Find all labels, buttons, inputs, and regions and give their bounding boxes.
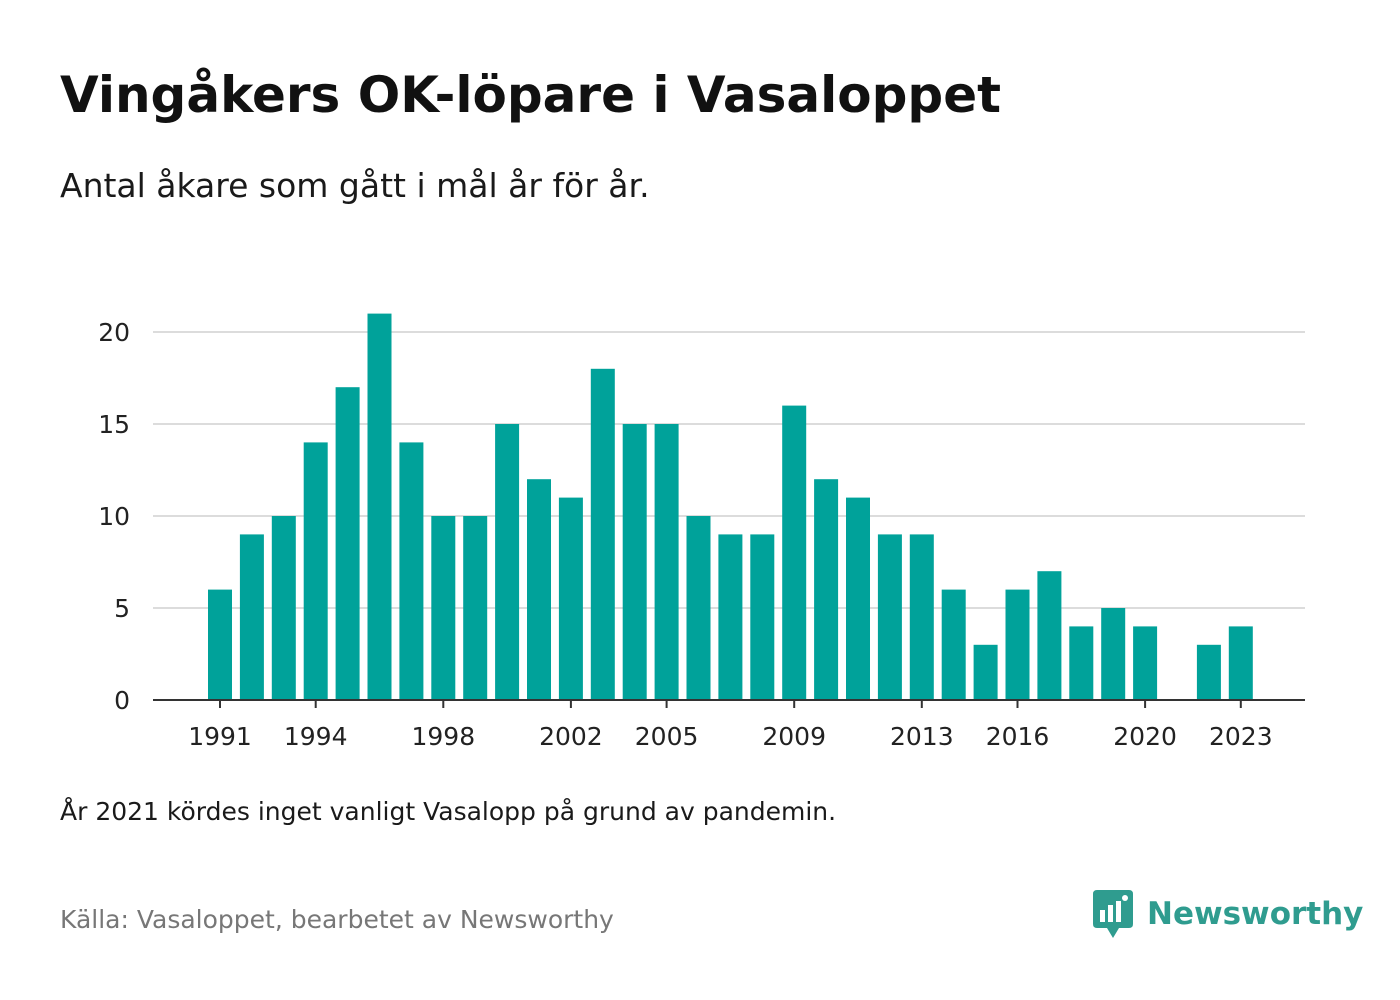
source-text: Källa: Vasaloppet, bearbetet av Newswort… (60, 905, 614, 934)
bar-2022 (1196, 644, 1221, 700)
bars (208, 313, 1253, 700)
bar-1994 (303, 442, 328, 700)
axes: 0 5 10 15 20 1991 1994 1998 2002 2005 2009 2013 2016… (98, 318, 1305, 751)
newsworthy-logo-icon (1093, 890, 1133, 938)
bar-2004 (622, 424, 647, 700)
bar-2010 (814, 479, 839, 700)
bar-2003 (590, 368, 615, 700)
bar-2008 (750, 534, 775, 700)
x-tick-label: 2002 (539, 722, 603, 751)
bar-1995 (335, 387, 360, 700)
bar-1991 (208, 589, 232, 700)
bar-2000 (495, 424, 520, 700)
x-tick-label: 1998 (411, 722, 475, 751)
bar-2016 (1005, 589, 1030, 700)
bar-1992 (239, 534, 264, 700)
x-tick-label: 1991 (188, 722, 252, 751)
bar-2019 (1101, 608, 1126, 700)
chart-note: År 2021 kördes inget vanligt Vasalopp på… (60, 797, 837, 826)
bar-2015 (973, 644, 998, 700)
bar-1999 (463, 516, 488, 700)
bar-2001 (527, 479, 551, 700)
x-tick-label: 2020 (1113, 722, 1177, 751)
x-tick-label: 2016 (986, 722, 1050, 751)
bar-2012 (877, 534, 902, 700)
bar-2017 (1037, 571, 1062, 700)
y-tick-label: 20 (98, 318, 130, 347)
bar-2006 (686, 516, 711, 700)
bar-2023 (1228, 626, 1253, 700)
bar-1998 (431, 516, 456, 700)
bar-2005 (654, 424, 679, 700)
chart-title: Vingåkers OK-löpare i Vasaloppet (60, 66, 1002, 124)
bar-2007 (718, 534, 743, 700)
x-tick-label: 2005 (635, 722, 699, 751)
x-tick-label: 2023 (1209, 722, 1273, 751)
x-tick-label: 2013 (890, 722, 954, 751)
y-tick-label: 0 (114, 686, 130, 715)
bar-1996 (367, 313, 392, 700)
brand-logo: Newsworthy (1093, 890, 1363, 938)
bar-2020 (1133, 626, 1158, 700)
bar-2011 (846, 497, 870, 700)
bar-1993 (271, 516, 296, 700)
bar-2002 (558, 497, 583, 700)
bar-2009 (782, 405, 807, 700)
x-tick-label: 1994 (284, 722, 348, 751)
brand-name: Newsworthy (1147, 896, 1364, 932)
x-tick-label: 2009 (762, 722, 826, 751)
y-tick-label: 10 (98, 502, 130, 531)
bar-2018 (1069, 626, 1094, 700)
bar-2014 (941, 589, 966, 700)
bar-1997 (399, 442, 424, 700)
chart-subtitle: Antal åkare som gått i mål år för år. (60, 166, 650, 205)
bar-2013 (909, 534, 934, 700)
y-tick-label: 15 (98, 410, 130, 439)
y-tick-label: 5 (114, 594, 130, 623)
